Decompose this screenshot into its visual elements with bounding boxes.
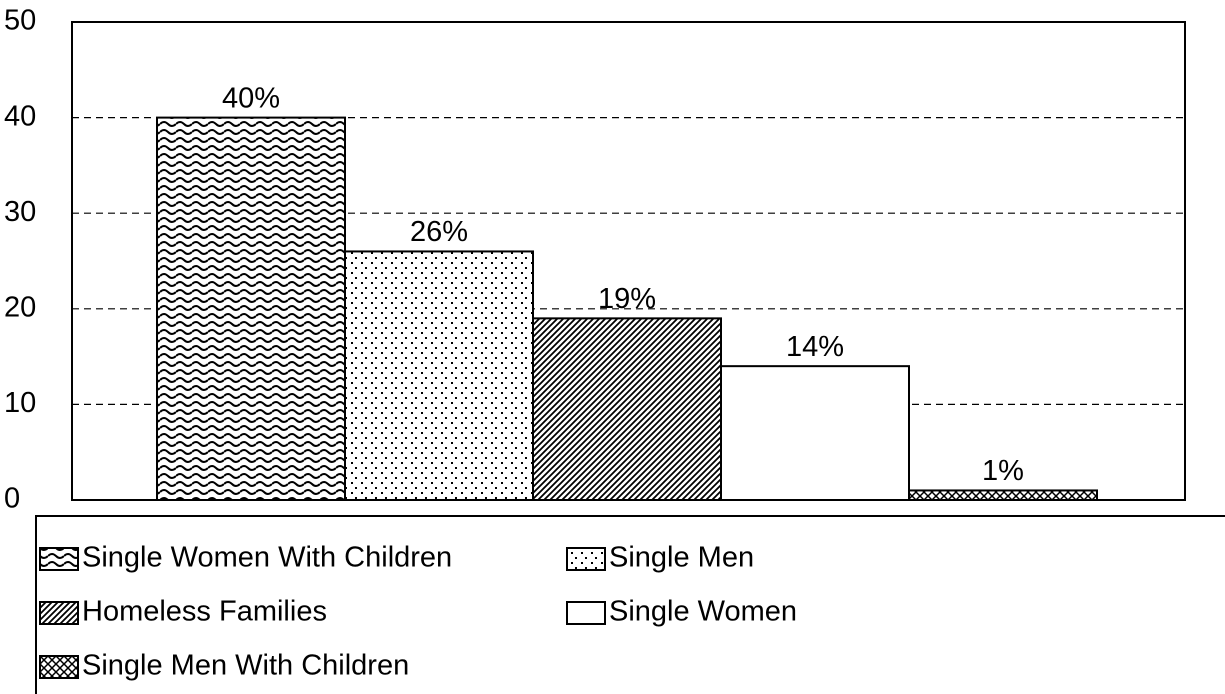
bar — [908, 489, 1098, 502]
y-tick-label: 40 — [4, 100, 36, 132]
bar — [532, 317, 722, 501]
y-tick-label: 20 — [4, 291, 36, 323]
legend-label: Single Men With Children — [82, 650, 409, 682]
legend-label: Single Women With Children — [82, 542, 452, 574]
legend-swatch — [39, 601, 79, 625]
bar — [720, 365, 910, 501]
legend-swatch — [39, 655, 79, 679]
y-tick-label: 10 — [4, 387, 36, 419]
bar — [344, 250, 534, 501]
legend-label: Homeless Families — [82, 596, 327, 628]
value-label: 1% — [982, 455, 1024, 487]
legend-label: Single Women — [609, 596, 797, 628]
value-label: 26% — [410, 216, 468, 248]
y-tick-label: 30 — [4, 196, 36, 228]
legend-swatch — [566, 547, 606, 571]
value-label: 40% — [222, 82, 280, 114]
legend-swatch — [566, 601, 606, 625]
value-label: 14% — [786, 331, 844, 363]
value-label: 19% — [598, 283, 656, 315]
y-tick-label: 0 — [4, 483, 20, 515]
legend-label: Single Men — [609, 542, 754, 574]
legend-swatch — [39, 547, 79, 571]
y-tick-label: 50 — [4, 5, 36, 37]
legend-box — [35, 515, 1225, 694]
bar — [156, 116, 346, 501]
